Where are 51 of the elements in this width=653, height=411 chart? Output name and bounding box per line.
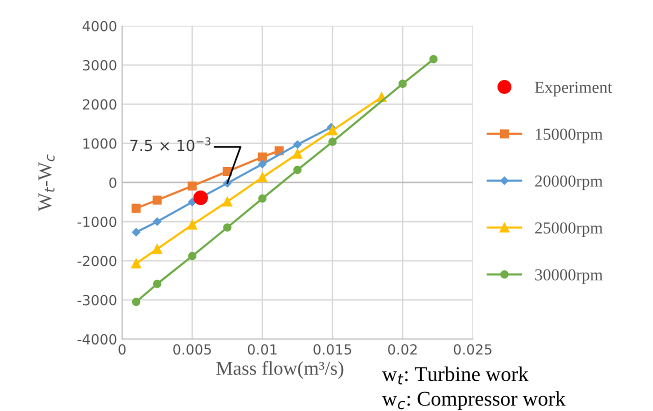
point <box>398 80 407 88</box>
y-tick-label: -4000 <box>78 334 116 345</box>
y-tick-label: -1000 <box>78 216 116 228</box>
y-tick-label: 1000 <box>83 138 116 149</box>
x-axis-title: Mass flow(m³/s) <box>216 361 344 379</box>
y-tick-label: 2000 <box>82 99 116 110</box>
x-tick-label: 0.01 <box>248 344 277 355</box>
y-axis-title: W$_{t}$-W$_{c}$ <box>38 154 55 212</box>
y-tick-label: -3000 <box>78 294 116 306</box>
point <box>132 228 140 236</box>
point <box>187 220 198 230</box>
point <box>132 204 141 213</box>
y-tick-label: 3000 <box>82 60 116 71</box>
point <box>258 152 267 162</box>
text: w$_{t}$: Turbine work <box>382 366 529 384</box>
point <box>132 298 140 306</box>
text: w$_{c}$: Compressor work <box>382 391 566 410</box>
point <box>152 196 162 205</box>
point <box>258 194 267 203</box>
point <box>153 218 162 226</box>
x-tick-label: 0 <box>118 344 126 355</box>
point <box>193 190 208 206</box>
point <box>293 140 302 149</box>
legend-label: 15000rpm <box>536 128 603 144</box>
point <box>152 244 162 254</box>
point <box>188 181 197 191</box>
point <box>188 198 196 206</box>
annotation: 7.5 × 10$^{−3}$ <box>130 137 210 152</box>
legend-label: 25000rpm <box>535 222 603 237</box>
legend-label: 20000rpm <box>535 175 603 190</box>
point <box>223 223 232 232</box>
point <box>153 280 162 288</box>
x-tick-label: 0.005 <box>173 344 211 355</box>
y-tick-label: -2000 <box>78 256 116 266</box>
point <box>328 126 338 136</box>
point <box>429 55 438 64</box>
point <box>328 138 337 146</box>
x-tick-label: 0.015 <box>314 344 352 355</box>
legend-label: 30000rpm <box>535 269 603 284</box>
y-tick-label: 4000 <box>82 20 116 32</box>
y-tick-label: 0 <box>109 177 116 188</box>
x-tick-label: 0.02 <box>388 344 417 355</box>
point <box>131 258 141 268</box>
point <box>222 196 232 207</box>
point <box>292 149 302 159</box>
point <box>293 166 302 174</box>
point <box>258 172 268 182</box>
x-tick-label: 0.025 <box>454 344 492 355</box>
legend-label: Experiment <box>534 82 612 96</box>
point <box>258 160 267 168</box>
point <box>188 252 196 260</box>
